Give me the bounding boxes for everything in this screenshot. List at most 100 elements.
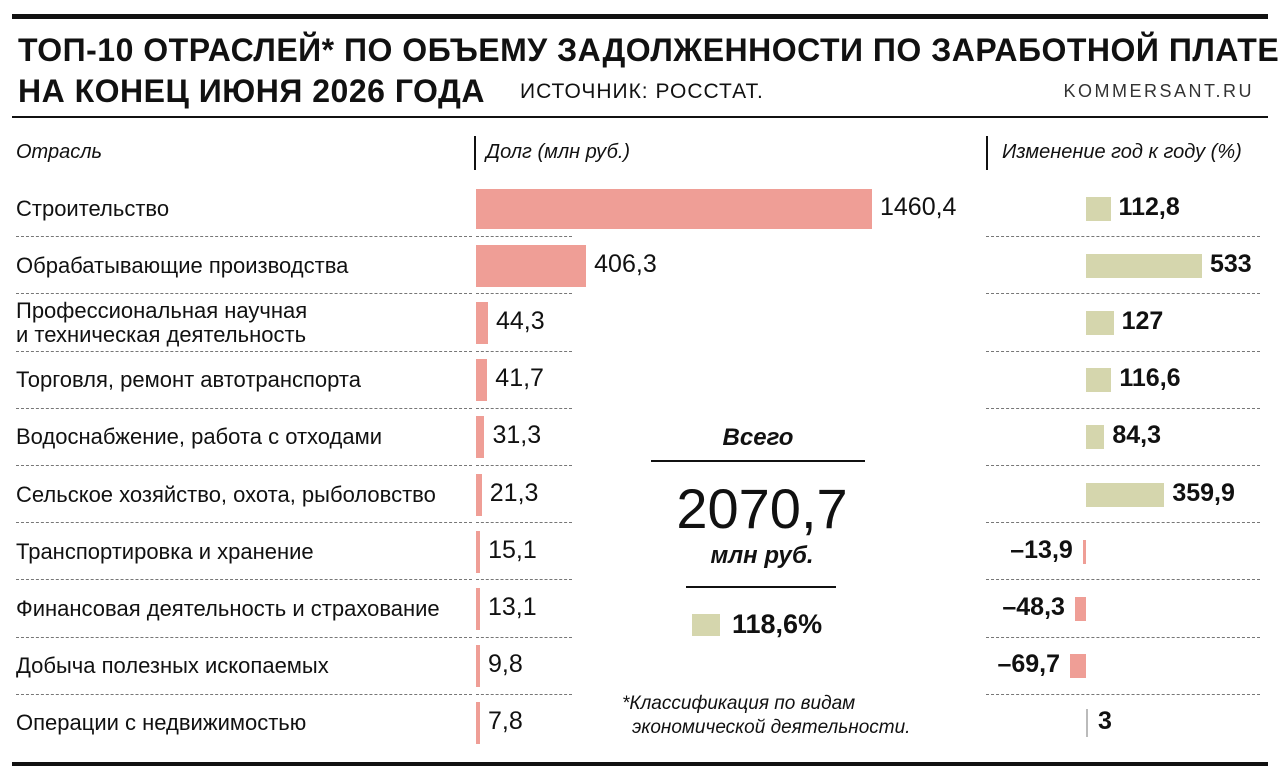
- site-credit: KOMMERSANT.RU: [1063, 81, 1254, 101]
- debt-bar: [476, 188, 872, 229]
- total-label: Всего: [722, 424, 794, 451]
- total-change: 118,6%: [732, 609, 823, 639]
- footnote: *Классификация по видам экономической де…: [622, 692, 910, 740]
- change-bar-negative: [1082, 539, 1086, 564]
- row-divider: [16, 350, 472, 352]
- change-value: 112,8: [1118, 192, 1180, 221]
- change-bar-positive: [1086, 368, 1112, 393]
- row-label-line: Профессиональная научная: [16, 298, 308, 323]
- row-divider: [476, 293, 572, 295]
- change-value: 84,3: [1112, 421, 1162, 450]
- row-divider: [986, 636, 1260, 638]
- row-label: Добыча полезных ископаемых: [16, 654, 329, 678]
- debt-bar: [476, 473, 482, 516]
- row-divider: [986, 350, 1260, 352]
- row-divider: [16, 236, 472, 238]
- row-label: Обрабатывающие производства: [16, 252, 349, 278]
- debt-value: 7,8: [488, 707, 523, 736]
- row-divider: [986, 236, 1260, 238]
- total-unit: млн руб.: [710, 542, 814, 569]
- change-value: 116,6: [1119, 364, 1181, 393]
- row-divider: [476, 636, 572, 638]
- row-divider: [986, 522, 1260, 524]
- debt-value: 1460,4: [880, 192, 957, 221]
- row-label: Сельское хозяйство, охота, рыболовство: [16, 481, 436, 507]
- row-label: Операции с недвижимостью: [16, 711, 306, 735]
- change-bar-positive: [1086, 253, 1202, 278]
- row-divider: [986, 693, 1260, 695]
- row-divider: [476, 407, 572, 409]
- total-rule-lower: [686, 586, 836, 588]
- debt-bar: [476, 588, 480, 630]
- chart-title-line1: ТОП-10 ОТРАСЛЕЙ* ПО ОБЪЕМУ ЗАДОЛЖЕННОСТИ…: [18, 32, 1280, 68]
- change-value: 533: [1210, 249, 1252, 278]
- debt-value: 406,3: [594, 249, 657, 278]
- row-label-line: Финансовая деятельность и страхование: [16, 596, 440, 621]
- change-zero-line: [1086, 709, 1088, 738]
- row-divider: [986, 407, 1260, 409]
- row-divider: [476, 236, 572, 238]
- change-value: 127: [1121, 307, 1164, 335]
- column-header-change: Изменение год к году (%): [1002, 141, 1242, 163]
- change-bar-positive: [1086, 482, 1165, 507]
- row-divider: [476, 579, 572, 581]
- debt-value: 13,1: [488, 593, 537, 621]
- change-value: –48,3: [1002, 593, 1065, 621]
- row-divider: [476, 465, 572, 466]
- debt-value: 21,3: [489, 478, 539, 507]
- change-bar-positive: [1086, 425, 1105, 450]
- debt-value: 9,8: [488, 650, 523, 679]
- row-label: Водоснабжение, работа с отходами: [16, 425, 382, 449]
- row-divider: [986, 579, 1260, 581]
- row-label-line: Торговля, ремонт автотранспорта: [16, 367, 361, 393]
- debt-value: 15,1: [488, 535, 537, 564]
- change-value: 359,9: [1172, 478, 1235, 507]
- total-change-swatch: [692, 614, 720, 636]
- row-label-line: Строительство: [16, 195, 170, 221]
- row-label: Финансовая деятельность и страхование: [16, 597, 440, 621]
- top-rule: [12, 14, 1268, 19]
- row-label-line: Добыча полезных ископаемых: [16, 653, 329, 679]
- debt-bar: [476, 416, 485, 459]
- row-label-line: и техническая деятельность: [16, 322, 307, 347]
- row-label: Транспортировка и хранение: [16, 538, 314, 564]
- row-divider: [16, 636, 472, 638]
- footnote-line2: экономической деятельности.: [632, 717, 911, 738]
- row-label: Торговля, ремонт автотранспорта: [16, 368, 361, 392]
- row-divider: [476, 693, 572, 695]
- row-divider: [476, 522, 572, 524]
- row-label: Профессиональная научная и техническая де…: [16, 299, 307, 347]
- change-bar-negative: [1070, 654, 1086, 679]
- debt-bar: [476, 302, 488, 344]
- row-divider: [16, 407, 472, 409]
- debt-bar: [476, 359, 488, 402]
- chart-title-line2: НА КОНЕЦ ИЮНЯ 2026 ГОДА: [18, 73, 485, 109]
- row-divider: [16, 522, 472, 524]
- column-separator-debt: [474, 136, 476, 170]
- debt-bar: [476, 530, 481, 573]
- footnote-line1: *Классификация по видам: [622, 693, 856, 714]
- change-bar-positive: [1086, 196, 1111, 221]
- row-label-line: Транспортировка и хранение: [16, 538, 314, 564]
- debt-value: 31,3: [492, 421, 542, 450]
- change-value: 3: [1098, 707, 1112, 736]
- row-label-line: Водоснабжение, работа с отходами: [16, 424, 383, 450]
- row-divider: [986, 465, 1260, 466]
- row-label-line: Сельское хозяйство, охота, рыболовство: [16, 481, 436, 507]
- change-bar-positive: [1086, 311, 1114, 335]
- debt-bar: [476, 702, 480, 745]
- bottom-rule: [12, 762, 1268, 766]
- total-rule: [651, 460, 865, 462]
- debt-bar: [476, 244, 587, 287]
- column-header-debt: Долг (млн руб.): [486, 141, 631, 163]
- change-value: –13,9: [1010, 535, 1073, 564]
- row-divider: [16, 465, 472, 466]
- header-rule: [12, 116, 1268, 118]
- row-divider: [16, 293, 472, 295]
- column-separator-change: [986, 136, 988, 170]
- row-label-line: Обрабатывающие производства: [16, 252, 349, 278]
- row-label-line: Операции с недвижимостью: [16, 710, 307, 736]
- debt-value: 41,7: [495, 364, 544, 393]
- row-divider: [16, 579, 472, 581]
- row-label: Строительство: [16, 195, 170, 221]
